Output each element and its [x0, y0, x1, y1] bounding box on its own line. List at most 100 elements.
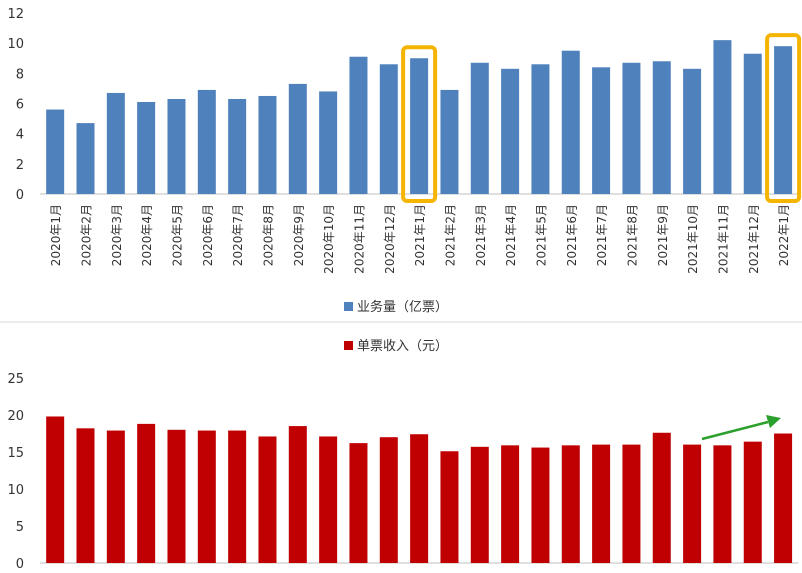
bottom-bar [379, 437, 398, 563]
bottom-bar [410, 434, 429, 563]
bottom-bar [349, 443, 368, 563]
bottom-legend-label: 单票收入（元） [357, 339, 448, 354]
top-x-category-label: 2021年8月 [625, 204, 639, 266]
bottom-bar [561, 445, 580, 563]
top-y-tick-label: 4 [16, 128, 24, 143]
bottom-bar [713, 445, 732, 563]
bottom-bar [288, 426, 307, 563]
top-bar [46, 109, 65, 194]
top-bar [622, 62, 641, 195]
top-bar [106, 92, 125, 194]
top-bar [440, 89, 459, 194]
top-y-tick-label: 10 [7, 37, 24, 52]
trend-arrow-head [766, 415, 781, 428]
top-x-category-label: 2021年12月 [747, 204, 761, 274]
top-x-category-label: 2020年4月 [140, 204, 154, 266]
bottom-bar [258, 436, 277, 563]
bottom-bar [592, 444, 611, 563]
top-x-category-label: 2021年4月 [504, 204, 518, 266]
top-y-tick-label: 8 [16, 67, 24, 82]
trend-arrow-shaft [701, 420, 769, 441]
trend-arrow [701, 415, 781, 441]
top-x-category-label: 2020年10月 [322, 204, 336, 274]
bottom-bar [167, 429, 186, 563]
bottom-bar [106, 430, 125, 563]
top-x-category-label: 2021年9月 [656, 204, 670, 266]
top-x-category-label: 2021年3月 [474, 204, 488, 266]
top-x-category-label: 2020年11月 [352, 204, 366, 274]
top-x-category-label: 2020年6月 [201, 204, 215, 266]
top-x-category-label: 2021年10月 [686, 204, 700, 274]
top-x-category-label: 2020年12月 [383, 204, 397, 274]
top-bar [288, 83, 307, 194]
bottom-bar [137, 423, 156, 563]
top-legend-label: 业务量（亿票） [357, 299, 448, 315]
top-bar [531, 64, 550, 195]
top-x-category-label: 2020年8月 [261, 204, 275, 266]
bottom-bar [440, 451, 459, 563]
bottom-bar [46, 416, 65, 563]
top-bar [713, 40, 732, 195]
top-bar [258, 95, 277, 194]
bottom-bar [470, 446, 489, 563]
top-bar [410, 58, 429, 194]
top-x-category-label: 2020年9月 [292, 204, 306, 266]
highlight-box [401, 45, 438, 203]
top-y-tick-label: 0 [16, 188, 24, 203]
top-x-category-label: 2021年1月 [413, 204, 427, 266]
top-bar [470, 62, 489, 195]
top-y-tick-label: 12 [7, 7, 24, 22]
bottom-y-tick-label: 5 [16, 520, 24, 535]
top-y-tick-label: 2 [16, 158, 24, 173]
top-bar [197, 89, 216, 194]
top-bar [76, 123, 95, 194]
top-bar [774, 46, 793, 194]
top-bar [228, 98, 247, 194]
top-x-category-label: 2020年7月 [231, 204, 245, 266]
bottom-bar [531, 447, 550, 563]
top-x-category-label: 2021年2月 [443, 204, 457, 266]
bottom-y-tick-label: 25 [7, 372, 24, 387]
top-bar [319, 91, 338, 194]
top-bar [379, 64, 398, 195]
top-legend-swatch [344, 302, 353, 311]
bottom-bar [319, 436, 338, 563]
bottom-bar [197, 430, 216, 563]
top-chart-volume: 0 2 4 6 8 10 12 2020年1月 2020年2月 2020年3月 2020年4月 202… [7, 7, 802, 315]
bottom-bar [501, 445, 520, 563]
bottom-legend: 单票收入（元） [344, 339, 448, 354]
top-x-category-label: 2020年2月 [79, 204, 93, 266]
top-bar [561, 50, 580, 195]
top-y-tick-label: 6 [16, 98, 24, 113]
bottom-bar [774, 433, 793, 563]
bottom-bar [76, 428, 95, 563]
top-bar [592, 67, 611, 194]
top-x-category-label: 2020年5月 [170, 204, 184, 266]
bottom-bar [622, 444, 641, 563]
top-legend: 业务量（亿票） [344, 299, 448, 315]
top-x-category-label: 2021年6月 [565, 204, 579, 266]
bottom-bar [228, 430, 247, 563]
top-x-category-label: 2020年1月 [49, 204, 63, 266]
top-bar [501, 68, 520, 194]
bottom-legend-swatch [344, 341, 353, 350]
top-bar [743, 53, 762, 194]
top-x-category-label: 2021年11月 [716, 204, 730, 274]
bottom-y-tick-label: 0 [16, 557, 24, 572]
top-x-category-label: 2022年1月 [777, 204, 791, 266]
top-bar [167, 98, 186, 194]
bottom-y-tick-label: 10 [7, 483, 24, 498]
top-bar [683, 68, 702, 194]
bottom-y-tick-label: 15 [7, 446, 24, 461]
bottom-bar [743, 441, 762, 563]
bottom-chart-unit-revenue: 单票收入（元） 0 5 10 15 20 25 [7, 339, 799, 572]
bottom-y-tick-label: 20 [7, 409, 24, 424]
bottom-bar [652, 432, 671, 563]
top-bar [137, 101, 156, 194]
bottom-bar [683, 444, 702, 563]
highlight-box [765, 33, 802, 203]
top-x-category-label: 2021年7月 [595, 204, 609, 266]
top-bar [349, 56, 368, 194]
